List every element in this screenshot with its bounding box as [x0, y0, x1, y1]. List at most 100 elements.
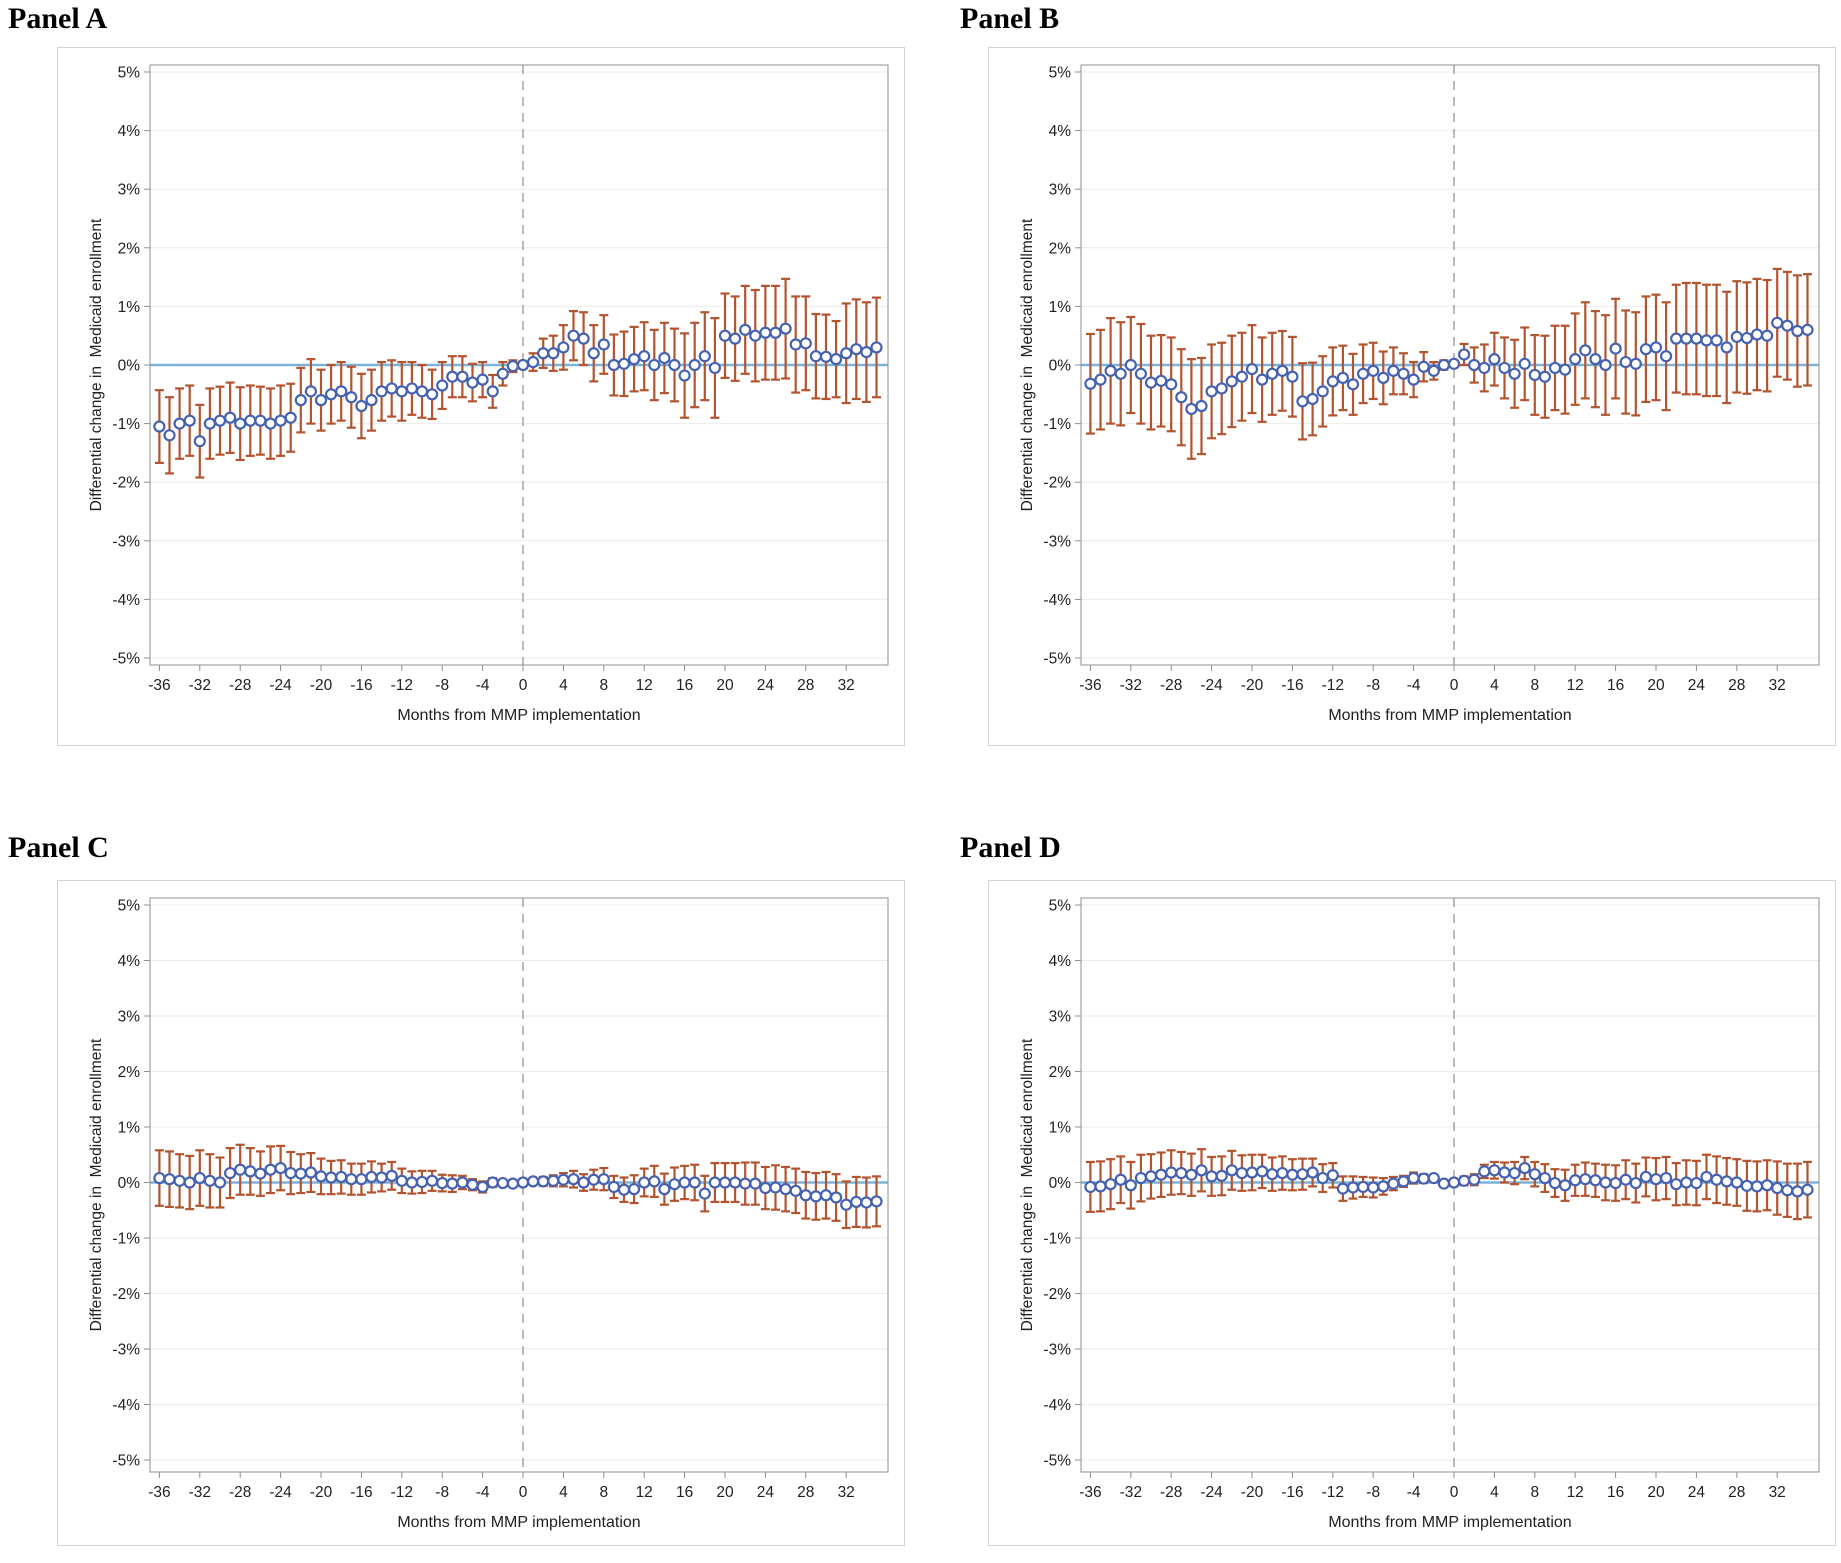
data-point-marker [183, 414, 196, 427]
data-point-marker [1599, 358, 1612, 372]
data-point-marker [264, 417, 277, 430]
data-point-marker [1084, 377, 1097, 390]
data-point-marker [213, 1176, 227, 1189]
data-point-marker [1680, 1176, 1693, 1189]
data-point-marker [1771, 316, 1784, 329]
y-tick-label: 0% [1049, 1175, 1072, 1192]
data-point-marker [466, 1178, 479, 1191]
data-point-marker [1427, 364, 1440, 377]
x-tick-label: 12 [1567, 677, 1584, 694]
data-point-marker [829, 1191, 843, 1204]
data-point-marker [1397, 1175, 1410, 1188]
x-tick-label: 28 [797, 1484, 814, 1501]
data-point-marker [638, 1176, 651, 1189]
x-tick-label: 16 [676, 1484, 693, 1501]
panel-b-title: Panel B [960, 2, 1060, 35]
data-point-marker [1367, 364, 1380, 377]
y-tick-label: 2% [1049, 1064, 1072, 1081]
data-point-marker [1781, 319, 1794, 332]
data-point-marker [203, 417, 216, 430]
data-point-marker [1801, 1183, 1814, 1196]
x-tick-label: 32 [838, 677, 855, 694]
x-tick-label: -16 [1281, 677, 1303, 694]
data-point-marker [1357, 1180, 1370, 1194]
data-point-marker [365, 394, 378, 407]
data-point-marker [850, 343, 863, 356]
panel-a-title: Panel A [8, 2, 108, 35]
x-tick-label: -12 [1322, 677, 1344, 694]
y-tick-label: -5% [112, 651, 140, 668]
data-point-marker [1447, 357, 1461, 370]
x-tick-label: -24 [269, 677, 292, 694]
data-point-marker [678, 1176, 691, 1189]
y-tick-label: 3% [118, 1009, 141, 1026]
data-point-marker [749, 1177, 762, 1190]
data-point-marker [527, 1175, 540, 1188]
data-point-marker [1387, 1177, 1400, 1190]
x-tick-label: -32 [1120, 1484, 1142, 1501]
data-point-marker [234, 417, 247, 430]
data-point-marker [860, 1196, 873, 1209]
y-tick-label: 0% [118, 358, 141, 375]
data-point-marker [1134, 367, 1147, 380]
data-point-marker [426, 388, 439, 401]
data-point-marker [1700, 334, 1713, 347]
data-point-marker [1478, 361, 1491, 375]
data-point-marker [385, 1169, 398, 1182]
data-point-marker [1336, 371, 1349, 384]
data-point-marker [1094, 373, 1107, 386]
data-point-marker [1730, 1176, 1743, 1189]
data-point-marker [708, 361, 722, 375]
data-point-marker [1538, 1171, 1552, 1185]
data-point-marker [769, 1181, 782, 1194]
data-point-marker [213, 414, 227, 427]
data-point-marker [698, 1187, 711, 1200]
data-point-marker [1215, 1169, 1228, 1182]
x-tick-label: 8 [599, 1484, 608, 1501]
x-tick-label: 4 [559, 677, 568, 694]
data-point-marker [1771, 1181, 1784, 1195]
data-point-marker [1619, 355, 1632, 369]
data-point-marker [1579, 1173, 1592, 1186]
data-point-marker [728, 332, 742, 345]
data-point-marker [516, 1176, 530, 1189]
data-point-marker [1104, 1178, 1117, 1191]
x-tick-label: -4 [476, 677, 490, 694]
y-axis: 5% 4% 3% 2% 1% 0% -1% -2% -3% -4% -5% [112, 898, 150, 1470]
data-point-marker [1215, 382, 1228, 395]
data-point-marker [476, 373, 489, 386]
data-point-marker [718, 1176, 732, 1189]
data-point-marker [1336, 1182, 1349, 1195]
data-point-marker [224, 411, 237, 424]
data-point-marker [1437, 358, 1450, 372]
x-tick-label: -28 [1160, 677, 1182, 694]
data-point-marker [1548, 1176, 1562, 1190]
data-point-marker [597, 1173, 610, 1186]
x-tick-label: 32 [1769, 1484, 1786, 1501]
panel-a-chart: 5% 4% 3% 2% 1% 0% -1% -2% -3% -4% -5% -36 -32 -28 -24-… [57, 47, 905, 746]
data-point-marker [1266, 1168, 1279, 1181]
data-point-marker [557, 341, 570, 354]
data-point-marker [516, 358, 530, 372]
data-point-marker [1508, 367, 1521, 380]
x-tick-label: -36 [148, 677, 170, 694]
x-axis: -36 -32 -28 -24 -20 -16 -12 -8 -4 0 4 8 12 16 20 24 28 32 [1079, 1472, 1786, 1501]
data-point-marker [1458, 348, 1471, 361]
data-point-marker [1165, 378, 1178, 391]
y-tick-label: 1% [1049, 299, 1072, 316]
data-point-marker [1558, 363, 1572, 376]
x-tick-label: -28 [229, 1484, 251, 1501]
data-point-marker [739, 323, 752, 336]
data-point-marker [385, 382, 398, 395]
x-tick-label: 32 [838, 1484, 855, 1501]
data-point-marker [1468, 358, 1481, 372]
data-point-marker [658, 1183, 671, 1196]
y-tick-label: 0% [1049, 358, 1072, 375]
y-tick-label: -4% [112, 592, 140, 609]
data-point-marker [547, 347, 560, 360]
data-point-marker [1468, 1173, 1481, 1186]
data-point-marker [688, 1176, 701, 1189]
data-point-marker [365, 1170, 378, 1184]
data-point-marker [577, 1176, 590, 1189]
y-tick-label: -1% [1043, 1231, 1071, 1248]
